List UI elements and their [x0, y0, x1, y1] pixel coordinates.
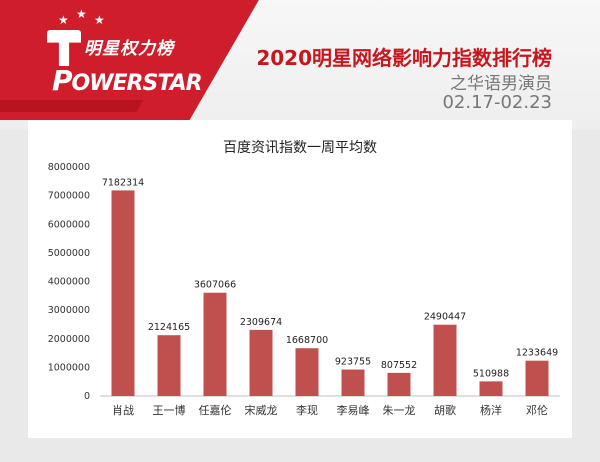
header-banner: ★ ★ ★ 明星权力榜 POWERSTAR 2020明星网络影响力指数排行榜 之… [0, 0, 600, 130]
y-tick-label: 7000000 [48, 191, 90, 202]
y-tick-label: 5000000 [48, 248, 90, 259]
y-tick-label: 6000000 [48, 219, 90, 230]
y-tick-label: 3000000 [48, 305, 90, 316]
bar [157, 335, 181, 396]
x-tick-label: 任嘉伦 [199, 403, 232, 417]
bar [525, 360, 549, 396]
data-label: 923755 [335, 357, 371, 368]
data-label: 1233649 [516, 348, 558, 359]
x-tick-label: 胡歌 [434, 403, 456, 417]
data-label: 1668700 [286, 335, 328, 346]
data-label: 7182314 [102, 177, 144, 188]
page-subtitle: 之华语男演员 [450, 74, 552, 94]
x-tick-label: 李易峰 [337, 403, 370, 417]
x-tick-label: 肖战 [112, 403, 134, 417]
data-label: 3607066 [194, 280, 236, 291]
x-tick-label: 朱一龙 [383, 404, 416, 417]
x-tick-label: 邓伦 [526, 403, 548, 417]
star-icon: ★ [76, 7, 87, 21]
bar [341, 369, 365, 396]
bar [203, 292, 227, 396]
y-tick-label: 4000000 [48, 277, 90, 288]
logo-text-en: POWERSTAR [52, 64, 203, 97]
x-tick-label: 李现 [296, 403, 318, 417]
date-range: 02.17-02.23 [442, 92, 552, 113]
chart-title: 百度资讯指数一周平均数 [223, 140, 377, 156]
y-tick-label: 8000000 [48, 162, 90, 173]
page-title: 2020明星网络影响力指数排行榜 [256, 46, 552, 70]
data-label: 510988 [473, 368, 509, 379]
star-icon: ★ [94, 13, 105, 27]
x-tick-label: 宋威龙 [245, 403, 278, 417]
bar [479, 381, 503, 396]
bar [249, 329, 273, 396]
bar [387, 372, 411, 396]
y-tick-label: 1000000 [48, 362, 90, 373]
data-label: 2124165 [148, 322, 190, 333]
bar [295, 348, 319, 396]
bar [111, 190, 135, 396]
data-label: 2490447 [424, 312, 466, 323]
x-tick-label: 王一博 [153, 404, 186, 417]
y-tick-label: 2000000 [48, 334, 90, 345]
y-tick-label: 0 [84, 391, 90, 402]
bar [433, 324, 457, 396]
data-label: 807552 [381, 360, 417, 371]
star-icon: ★ [58, 13, 69, 27]
x-tick-label: 杨洋 [480, 403, 502, 417]
logo-text-cn: 明星权力榜 [84, 39, 174, 59]
data-label: 2309674 [240, 317, 282, 328]
